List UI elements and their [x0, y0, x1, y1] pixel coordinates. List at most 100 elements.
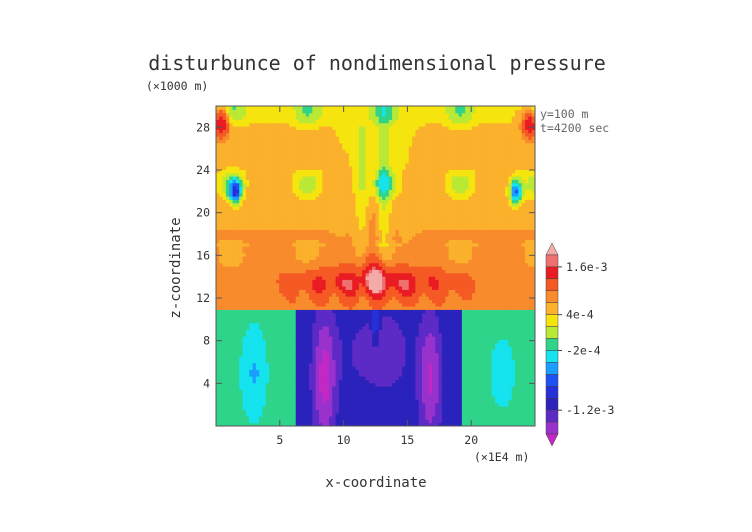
field-cell	[358, 346, 363, 350]
field-cell	[245, 282, 250, 287]
field-cell	[262, 362, 267, 367]
field-cell	[319, 266, 323, 270]
field-cell	[245, 352, 250, 357]
field-cell	[382, 226, 387, 230]
field-cell	[252, 262, 257, 267]
field-cell	[368, 366, 373, 370]
field-cell	[342, 246, 347, 250]
field-cell	[269, 152, 274, 157]
field-cell	[375, 252, 380, 257]
field-cell	[345, 142, 350, 147]
field-cell	[335, 116, 340, 120]
field-cell	[365, 152, 370, 157]
field-cell	[342, 106, 347, 110]
field-cell	[362, 409, 367, 414]
field-cell	[348, 412, 353, 417]
field-cell	[282, 222, 287, 227]
field-cell	[289, 196, 294, 200]
field-cell	[275, 239, 280, 244]
field-cell	[358, 259, 363, 264]
field-cell	[245, 146, 250, 150]
field-cell	[269, 352, 274, 357]
field-cell	[235, 152, 240, 157]
field-cell	[282, 416, 287, 420]
field-cell	[319, 342, 323, 347]
field-cell	[255, 332, 260, 337]
field-cell	[315, 326, 320, 330]
field-cell	[348, 376, 353, 380]
field-cell	[335, 399, 340, 404]
field-cell	[219, 389, 224, 394]
field-cell	[245, 196, 250, 200]
field-cell	[315, 176, 320, 180]
field-cell	[295, 269, 300, 274]
field-cell	[242, 232, 247, 237]
field-cell	[269, 296, 274, 300]
field-cell	[352, 126, 357, 130]
field-cell	[229, 349, 234, 354]
field-cell	[332, 249, 337, 254]
field-cell	[235, 282, 240, 287]
field-cell	[255, 376, 260, 380]
field-cell	[219, 332, 224, 337]
field-cell	[322, 266, 327, 270]
field-cell	[355, 126, 360, 130]
field-cell	[242, 112, 247, 117]
field-cell	[269, 409, 274, 414]
field-cell	[322, 122, 327, 127]
field-cell	[299, 232, 303, 237]
field-cell	[365, 126, 370, 130]
field-cell	[362, 242, 367, 247]
field-cell	[382, 412, 387, 417]
field-cell	[335, 412, 340, 417]
field-cell	[382, 379, 387, 384]
field-cell	[335, 132, 340, 137]
field-cell	[302, 249, 307, 254]
field-cell	[378, 182, 383, 187]
field-cell	[348, 239, 353, 244]
field-cell	[355, 396, 360, 400]
field-cell	[245, 156, 250, 160]
field-cell	[295, 322, 300, 327]
field-cell	[319, 166, 323, 170]
field-cell	[245, 139, 250, 144]
field-cell	[375, 232, 380, 237]
field-cell	[325, 146, 330, 150]
field-cell	[335, 266, 340, 270]
field-cell	[235, 106, 240, 110]
field-cell	[335, 366, 340, 370]
field-cell	[335, 176, 340, 180]
field-cell	[235, 296, 240, 300]
field-cell	[348, 106, 353, 110]
field-cell	[332, 169, 337, 174]
field-cell	[269, 362, 274, 367]
field-cell	[325, 169, 330, 174]
field-cell	[242, 182, 247, 187]
field-cell	[295, 176, 300, 180]
field-cell	[289, 392, 294, 397]
field-cell	[259, 239, 264, 244]
field-cell	[362, 136, 367, 140]
field-cell	[385, 336, 390, 340]
field-cell	[289, 309, 294, 314]
field-cell	[249, 262, 254, 267]
field-cell	[309, 126, 313, 130]
field-cell	[319, 109, 323, 114]
field-cell	[375, 366, 380, 370]
field-cell	[265, 366, 270, 370]
field-cell	[355, 286, 360, 290]
field-cell	[332, 199, 337, 204]
field-cell	[342, 109, 347, 114]
field-cell	[216, 329, 220, 334]
field-cell	[362, 162, 367, 167]
field-cell	[265, 159, 270, 164]
field-cell	[292, 202, 297, 207]
field-cell	[289, 386, 294, 390]
field-cell	[262, 189, 267, 194]
field-cell	[265, 282, 270, 287]
field-cell	[385, 262, 390, 267]
field-cell	[285, 302, 290, 307]
field-cell	[309, 112, 313, 117]
field-cell	[269, 422, 274, 426]
field-cell	[378, 329, 383, 334]
